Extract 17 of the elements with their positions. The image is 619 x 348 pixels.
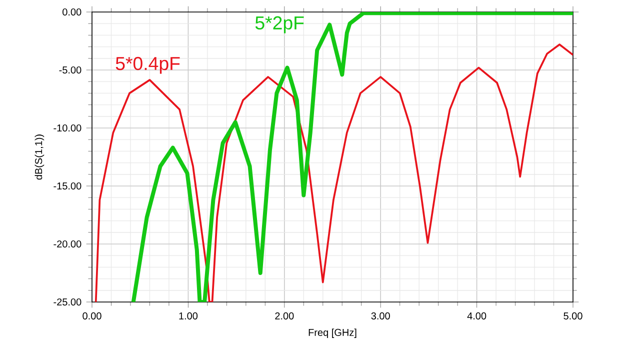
- x-axis-title: Freq [GHz]: [308, 328, 356, 338]
- x-tick-label: 0.00: [82, 312, 102, 320]
- y-tick-label: 0.00: [62, 8, 82, 16]
- y-tick-label: -5.00: [59, 66, 82, 74]
- x-tick-label: 4.00: [467, 312, 486, 320]
- series-label: 5*0.4pF: [116, 56, 180, 74]
- x-tick-label: 5.00: [564, 312, 582, 320]
- x-tick-label: 3.00: [371, 312, 390, 320]
- line-series: [94, 44, 573, 302]
- x-tick-label: 1.00: [179, 312, 198, 320]
- y-tick-label: -25.00: [54, 298, 82, 306]
- y-tick-label: -10.00: [54, 124, 82, 132]
- x-tick-label: 2.00: [275, 312, 294, 320]
- y-axis-title: dB(S(1,1)): [34, 134, 44, 180]
- y-tick-label: -20.00: [54, 240, 82, 248]
- series-label: 5*2pF: [255, 16, 304, 34]
- y-tick-label: -15.00: [54, 182, 82, 190]
